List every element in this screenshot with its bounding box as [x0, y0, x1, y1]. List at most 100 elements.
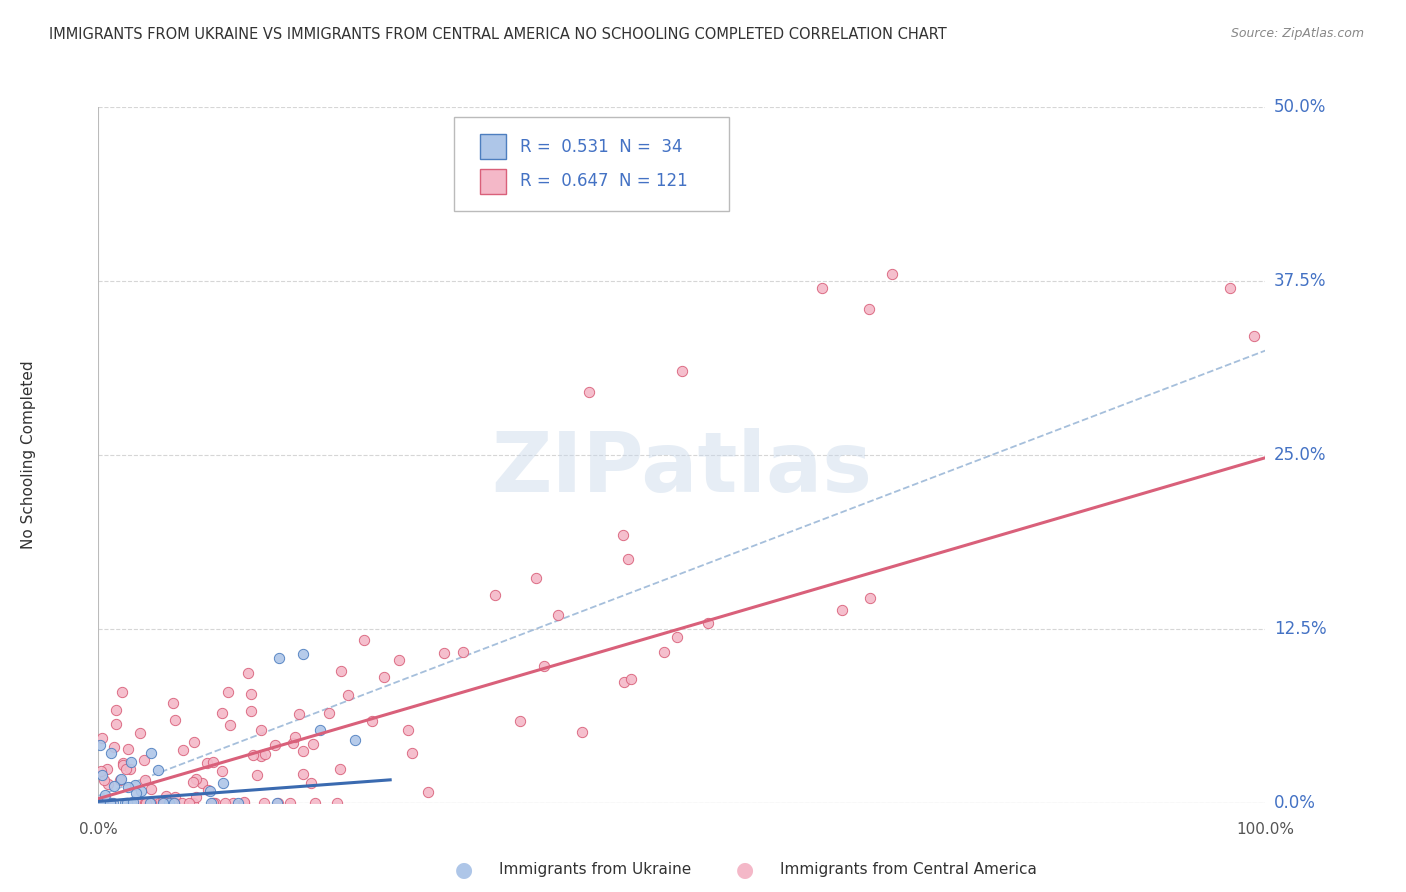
Point — [89, 796, 111, 810]
Point — [93, 796, 115, 810]
Point — [202, 796, 225, 810]
Point — [160, 796, 183, 810]
Point — [433, 647, 456, 661]
Point — [547, 608, 569, 623]
Point — [181, 774, 204, 789]
Point — [132, 753, 155, 767]
Point — [100, 796, 122, 810]
Point — [211, 764, 233, 778]
Point — [620, 672, 643, 686]
Point — [93, 773, 115, 788]
Point — [524, 570, 547, 584]
Point — [858, 301, 880, 316]
Text: Source: ZipAtlas.com: Source: ZipAtlas.com — [1230, 27, 1364, 40]
Point — [115, 796, 138, 810]
Point — [98, 796, 121, 810]
Point — [309, 723, 332, 738]
Point — [114, 762, 136, 776]
Point — [117, 780, 139, 794]
Point — [148, 796, 170, 810]
Text: No Schooling Completed: No Schooling Completed — [21, 360, 37, 549]
Point — [325, 796, 347, 810]
Point — [172, 796, 194, 810]
Point — [284, 730, 307, 744]
FancyBboxPatch shape — [479, 134, 506, 159]
Point — [204, 796, 226, 810]
Text: Immigrants from Ukraine: Immigrants from Ukraine — [499, 863, 692, 877]
Point — [90, 796, 112, 810]
Point — [533, 659, 555, 673]
Point — [90, 796, 112, 810]
Point — [139, 781, 162, 796]
Text: ZIPatlas: ZIPatlas — [492, 428, 872, 509]
Text: ●: ● — [456, 860, 472, 880]
Point — [811, 281, 834, 295]
Point — [232, 796, 254, 810]
Point — [96, 762, 118, 776]
Text: 100.0%: 100.0% — [1236, 822, 1295, 838]
Point — [451, 644, 474, 658]
Point — [184, 772, 207, 786]
Point — [201, 796, 224, 810]
Point — [152, 796, 174, 810]
Point — [163, 796, 186, 810]
Point — [266, 796, 288, 810]
Point — [214, 796, 236, 810]
Point — [253, 747, 276, 761]
Point — [101, 796, 124, 810]
Point — [337, 688, 360, 702]
Point — [301, 737, 323, 751]
Point — [165, 790, 187, 805]
FancyBboxPatch shape — [454, 118, 728, 211]
Point — [388, 653, 411, 667]
Point — [153, 796, 176, 810]
Point — [104, 703, 127, 717]
Point — [139, 796, 162, 810]
Point — [148, 763, 170, 777]
Point — [94, 788, 117, 802]
Point — [124, 786, 146, 800]
Point — [396, 723, 419, 738]
Point — [612, 528, 634, 542]
Text: 50.0%: 50.0% — [1274, 98, 1326, 116]
Point — [212, 775, 235, 789]
Text: 12.5%: 12.5% — [1274, 620, 1326, 638]
Point — [200, 783, 222, 797]
Point — [114, 796, 136, 810]
Point — [318, 706, 340, 720]
Point — [128, 726, 150, 740]
Point — [246, 768, 269, 782]
Point — [163, 796, 186, 810]
Text: R =  0.647  N = 121: R = 0.647 N = 121 — [520, 172, 688, 191]
Point — [401, 746, 423, 760]
Point — [222, 796, 245, 810]
Point — [197, 782, 219, 797]
Point — [264, 739, 287, 753]
Point — [136, 796, 159, 810]
Point — [191, 776, 214, 790]
Point — [120, 756, 142, 770]
Point — [360, 714, 382, 729]
Point — [652, 645, 675, 659]
Point — [129, 784, 152, 798]
Point — [240, 704, 263, 718]
FancyBboxPatch shape — [479, 169, 506, 194]
Point — [117, 742, 139, 756]
Point — [157, 796, 180, 810]
Point — [269, 651, 291, 665]
Point — [104, 717, 127, 731]
Point — [353, 632, 375, 647]
Point — [100, 746, 122, 760]
Point — [859, 591, 882, 606]
Point — [706, 197, 728, 211]
Point — [202, 755, 225, 769]
Point — [179, 796, 201, 810]
Text: 25.0%: 25.0% — [1274, 446, 1326, 464]
Point — [344, 733, 367, 747]
Point — [242, 748, 264, 763]
Point — [304, 796, 326, 810]
Point — [134, 772, 156, 787]
Point — [120, 796, 142, 810]
Point — [299, 775, 322, 789]
Point — [181, 796, 204, 810]
